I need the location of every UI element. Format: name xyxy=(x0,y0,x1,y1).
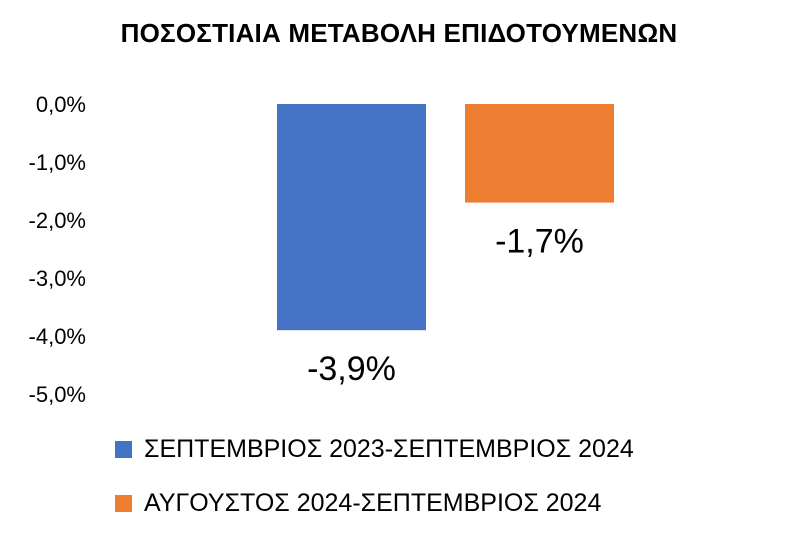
bar-series-2 xyxy=(465,104,614,203)
legend-label-series-1: ΣΕΠΤΕΜΒΡΙΟΣ 2023-ΣΕΠΤΕΜΒΡΙΟΣ 2024 xyxy=(144,434,634,463)
chart-title: ΠΟΣΟΣΤΙΑΙΑ ΜΕΤΑΒΟΛΗ ΕΠΙΔΟΤΟΥΜΕΝΩΝ xyxy=(120,18,678,48)
legend-item-series-2: ΑΥΓΟΥΣΤΟΣ 2024-ΣΕΠΤΕΜΒΡΙΟΣ 2024 xyxy=(115,488,601,518)
y-tick-label: -1,0% xyxy=(29,150,86,175)
plot-area: 0,0% -1,0% -2,0% -3,0% -4,0% -5,0% -3,9% -1,7% xyxy=(29,92,614,407)
bar-series-1 xyxy=(277,104,426,331)
y-tick-label: -4,0% xyxy=(29,324,86,349)
y-tick-label: -5,0% xyxy=(29,382,86,407)
legend-swatch-series-1 xyxy=(115,440,132,458)
y-tick-label: 0,0% xyxy=(36,92,86,117)
data-label-series-2: -1,7% xyxy=(495,223,584,261)
y-tick-label: -3,0% xyxy=(29,266,86,291)
legend-item-series-1: ΣΕΠΤΕΜΒΡΙΟΣ 2023-ΣΕΠΤΕΜΒΡΙΟΣ 2024 xyxy=(115,434,634,464)
legend-label-series-2: ΑΥΓΟΥΣΤΟΣ 2024-ΣΕΠΤΕΜΒΡΙΟΣ 2024 xyxy=(144,488,602,517)
data-label-series-1: -3,9% xyxy=(307,350,396,388)
legend-swatch-series-2 xyxy=(115,494,132,512)
y-tick-label: -2,0% xyxy=(29,208,86,233)
